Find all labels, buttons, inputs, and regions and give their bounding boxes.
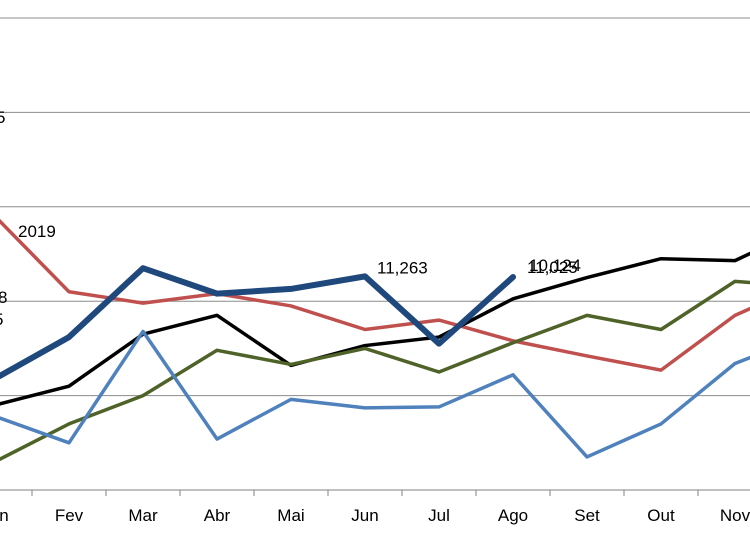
x-tick-label: Fev bbox=[55, 506, 84, 525]
x-tick-label: Abr bbox=[204, 506, 231, 525]
x-tick-label: Nov bbox=[720, 506, 750, 525]
x-axis: JanFevMarAbrMaiJunJulAgoSetOutNovDez bbox=[0, 490, 750, 525]
series-line-s_green bbox=[0, 279, 750, 462]
data-label: 11,263 bbox=[377, 258, 428, 277]
edge-label-middle: 8 bbox=[0, 288, 7, 307]
x-tick-label: Jun bbox=[351, 506, 378, 525]
edge-label-bottom: 5 bbox=[0, 310, 3, 329]
x-tick-label: Mar bbox=[128, 506, 158, 525]
gridlines bbox=[0, 17, 750, 491]
series-line-s_black bbox=[0, 251, 750, 406]
series-line-s2019 bbox=[0, 265, 516, 380]
series-line-s_blue bbox=[0, 329, 750, 459]
data-label: 10,124 bbox=[529, 256, 581, 275]
x-tick-label: Out bbox=[647, 506, 675, 525]
x-tick-label: Mai bbox=[277, 506, 304, 525]
edge-label-top: 5 bbox=[0, 108, 5, 127]
x-tick-label: Ago bbox=[498, 506, 528, 525]
x-tick-label: Jul bbox=[428, 506, 450, 525]
series-line-s_red bbox=[0, 218, 750, 372]
x-tick-label: Set bbox=[574, 506, 600, 525]
series-label-2019: 2019 bbox=[18, 222, 56, 241]
x-tick-label: Jan bbox=[0, 506, 9, 525]
data-label: 11,025 bbox=[527, 258, 578, 277]
series-lines bbox=[0, 218, 750, 462]
